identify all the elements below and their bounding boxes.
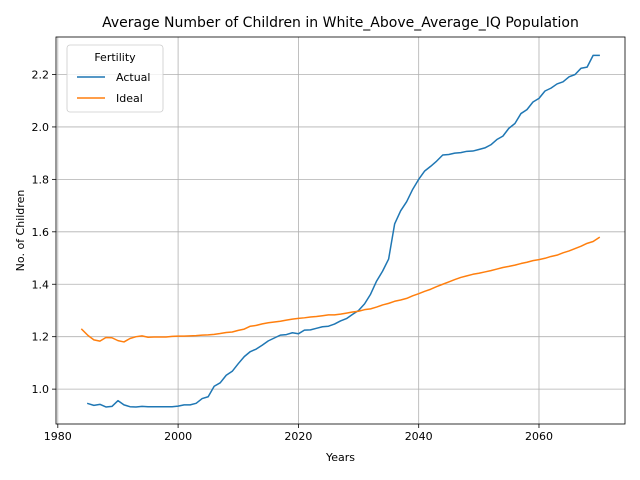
x-tick-label: 2060 xyxy=(525,430,553,443)
legend-box xyxy=(66,44,164,113)
legend-label-ideal: Ideal xyxy=(116,92,143,105)
y-tick-label: 1.0 xyxy=(32,383,50,396)
series-line-ideal xyxy=(80,236,601,343)
y-tick-label: 2.0 xyxy=(32,121,50,134)
legend: Fertility Actual Ideal xyxy=(66,44,164,113)
plot-area-frame xyxy=(55,36,626,425)
x-tick-label: 1980 xyxy=(44,430,72,443)
x-axis-label: Years xyxy=(325,451,355,464)
grid xyxy=(56,37,625,424)
x-tick-label: 2040 xyxy=(405,430,433,443)
axis-ticks: 1980 2000 2020 2040 2060 1.0 1.2 1.4 1.6 1.8 2.0 2.… xyxy=(32,68,553,443)
y-axis-label: No. of Children xyxy=(14,190,27,272)
series-lines xyxy=(80,54,601,408)
y-tick-label: 2.2 xyxy=(32,68,50,81)
y-tick-label: 1.6 xyxy=(32,226,50,239)
y-tick-label: 1.2 xyxy=(32,331,50,344)
y-tick-label: 1.4 xyxy=(32,278,50,291)
chart-title: Average Number of Children in White_Abov… xyxy=(102,15,579,31)
x-tick-label: 2020 xyxy=(284,430,312,443)
series-line-actual xyxy=(86,54,600,408)
x-tick-label: 2000 xyxy=(164,430,192,443)
y-tick-label: 1.8 xyxy=(32,173,50,186)
legend-label-actual: Actual xyxy=(116,71,150,84)
legend-title: Fertility xyxy=(94,51,136,64)
